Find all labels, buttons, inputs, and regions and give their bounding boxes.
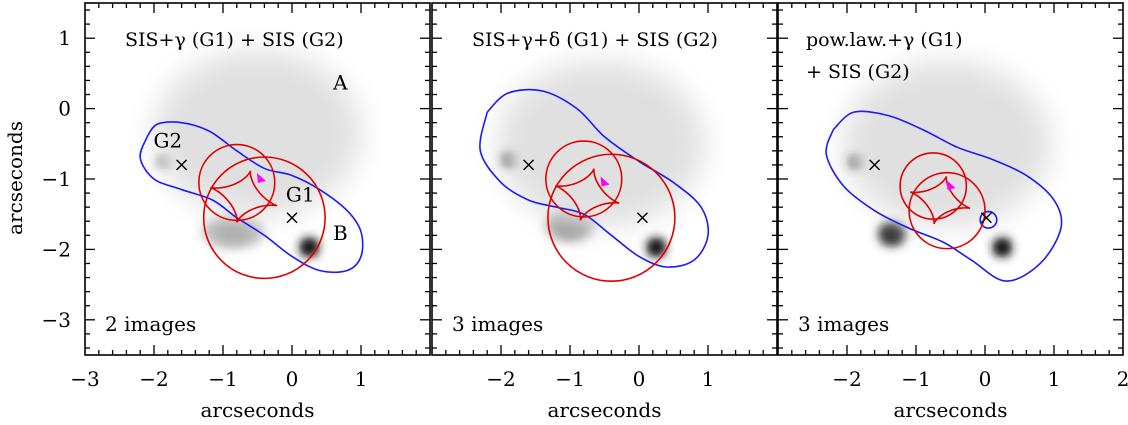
panel3-inner-critical-curve (979, 210, 998, 229)
panel3-galaxy-marker-g2 (869, 159, 881, 171)
panel2-galaxy-marker-g2 (523, 159, 535, 171)
panel1-x-axis-label: arcseconds (201, 398, 315, 422)
panel2-galaxy-marker-g1 (636, 212, 648, 224)
panel2-caustic-circle-1 (547, 153, 676, 283)
panel2-plot-area (479, 61, 710, 283)
panel1-x-tick-label: −1 (208, 367, 237, 391)
panel1-ticks (85, 3, 430, 355)
panel1-galaxy-marker-g2 (176, 159, 188, 171)
panel3-title-line-1: pow.law.+γ (G1) (806, 29, 963, 51)
panel3-light-blob-4 (843, 61, 1051, 227)
panel3-light-core-1 (996, 241, 1008, 253)
panel1-y-tick-label: −3 (42, 308, 71, 332)
panel1-light-blob-4 (154, 50, 361, 217)
panel2-title-line-1: SIS+γ+δ (G1) + SIS (G2) (472, 29, 718, 51)
panel2: SIS+γ+δ (G1) + SIS (G2) 3 images −2 −1 0 1 arc… (431, 2, 778, 422)
panel2-astroid-caustic (555, 168, 620, 221)
panel2-x-axis-label: arcseconds (548, 398, 662, 422)
panel2-light-core-1 (650, 241, 662, 253)
panel2-caustic-circle-0 (545, 140, 623, 218)
panel1-plot-area (139, 50, 364, 280)
panel3-x-tick-label: 0 (979, 367, 992, 391)
panel3-x-axis-label: arcseconds (894, 398, 1008, 422)
panel2-critical-curve (479, 88, 710, 268)
panel1-light-core-3 (216, 222, 251, 242)
panel1-x-tick-label: 1 (355, 367, 368, 391)
panel2-ticks (432, 3, 777, 355)
panel1-galaxy-marker-g1 (286, 212, 298, 224)
panel3-x-tick-label: 2 (1117, 367, 1128, 391)
panel1-label-a: A (332, 71, 348, 95)
panel1-caustic-circle-1 (202, 156, 326, 280)
panel3-galaxy-marker-g1 (980, 212, 992, 224)
panel3-plot-area (825, 61, 1063, 282)
panel1-astroid-caustic (210, 170, 278, 223)
panel1-label-g1: G1 (286, 183, 315, 207)
panel3: pow.law.+γ (G1) + SIS (G2) 3 images −2 −1 0 1 2… (777, 2, 1128, 422)
panel1-y-tick-label: 0 (58, 97, 71, 121)
panel3-ticks (778, 3, 1123, 355)
panel3-image-count: 3 images (798, 312, 889, 336)
panel2-x-tick-label: 0 (633, 367, 646, 391)
panel1: A B G1 G2 SIS+γ (G1) + SIS (G2) 2 images −3 −2 −… (42, 2, 431, 422)
panel3-x-tick-label: −2 (832, 367, 861, 391)
panel3-light-core-3 (884, 227, 900, 241)
panel1-y-tick-label: −1 (42, 167, 71, 191)
panel1-image-count: 2 images (105, 312, 196, 336)
panel1-x-tick-label: 0 (286, 367, 299, 391)
panel1-x-tick-label: −2 (139, 367, 168, 391)
panel1-x-tick-label: −3 (70, 367, 99, 391)
panel2-x-tick-label: −1 (555, 367, 584, 391)
panel1-critical-curve (139, 121, 364, 274)
panel2-source-marker (600, 176, 610, 187)
panel3-critical-curve (825, 110, 1063, 282)
panel1-source-marker (256, 173, 266, 183)
panel3-title-line-2: + SIS (G2) (806, 61, 910, 83)
panel1-y-tick-label: −2 (42, 237, 71, 261)
panel3-x-tick-label: −1 (901, 367, 930, 391)
panel2-light-blob-4 (497, 61, 705, 227)
y-axis-label: arcseconds (3, 121, 27, 235)
panel1-label-b: B (333, 221, 348, 245)
panel2-x-tick-label: −2 (486, 367, 515, 391)
panel1-title-line-1: SIS+γ (G1) + SIS (G2) (125, 29, 344, 51)
panel1-light-core-1 (303, 241, 315, 253)
panel2-image-count: 3 images (452, 312, 543, 336)
panel3-caustic-circle-1 (908, 171, 986, 250)
panel3-source-marker (946, 180, 956, 191)
panel3-x-tick-label: 1 (1048, 367, 1061, 391)
panel1-y-tick-label: 1 (58, 26, 71, 50)
panel2-x-tick-label: 1 (702, 367, 715, 391)
panel1-label-g2: G2 (153, 128, 182, 152)
